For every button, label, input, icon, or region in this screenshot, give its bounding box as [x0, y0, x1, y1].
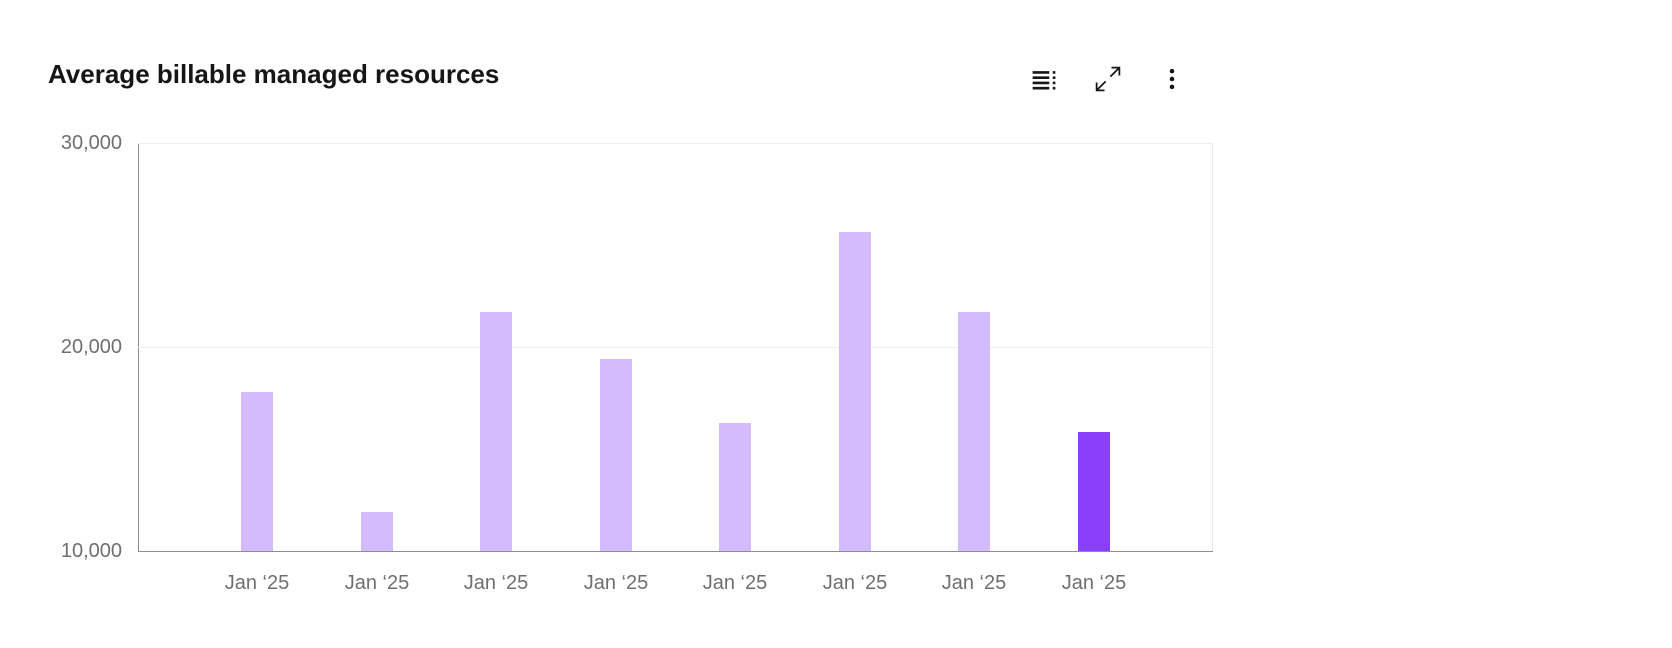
maximize-button[interactable] — [1092, 63, 1124, 95]
x-tick-label: Jan ‘25 — [344, 572, 410, 594]
chart-toolbar — [1028, 63, 1188, 95]
bar-5[interactable] — [719, 423, 751, 551]
overflow-menu-vertical-icon — [1158, 65, 1186, 93]
y-tick-label: 20,000 — [60, 336, 122, 358]
bar-1[interactable] — [241, 392, 273, 551]
x-tick-label: Jan ‘25 — [583, 572, 649, 594]
x-tick-label: Jan ‘25 — [941, 572, 1007, 594]
bar-6[interactable] — [839, 232, 871, 551]
x-tick-label: Jan ‘25 — [224, 572, 290, 594]
x-tick-label: Jan ‘25 — [1061, 572, 1127, 594]
data-table-icon — [1030, 65, 1058, 93]
maximize-icon — [1094, 65, 1122, 93]
bar-3[interactable] — [480, 312, 512, 551]
chart-title: Average billable managed resources — [48, 59, 500, 89]
x-axis-line — [138, 551, 1213, 552]
bar-2[interactable] — [361, 512, 393, 551]
plot-area — [138, 143, 1213, 552]
y-tick-label: 30,000 — [60, 132, 122, 154]
overflow-menu-button[interactable] — [1156, 63, 1188, 95]
x-tick-label: Jan ‘25 — [702, 572, 768, 594]
y-tick-label: 10,000 — [60, 540, 122, 562]
show-data-table-button[interactable] — [1028, 63, 1060, 95]
gridline-30000 — [138, 143, 1213, 144]
bar-4[interactable] — [600, 359, 632, 551]
x-tick-label: Jan ‘25 — [822, 572, 888, 594]
gridline-20000 — [138, 347, 1213, 348]
x-tick-label: Jan ‘25 — [463, 572, 529, 594]
bar-7[interactable] — [958, 312, 990, 551]
bar-8[interactable] — [1078, 432, 1110, 551]
